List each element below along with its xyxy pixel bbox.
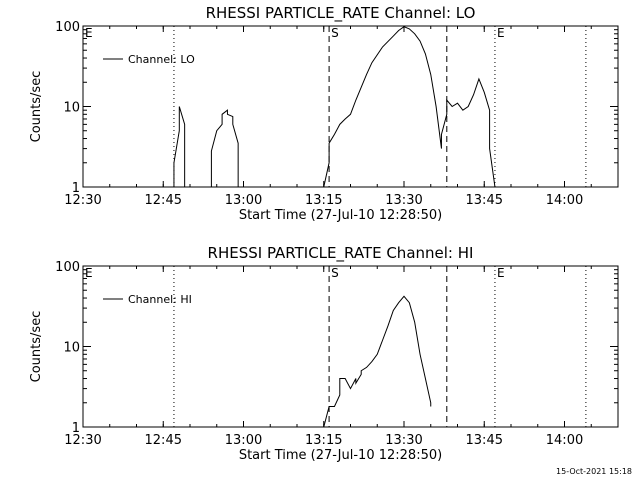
y-axis-label: Counts/sec (29, 311, 44, 383)
series-line-0 (323, 295, 432, 428)
y-tick-label: 100 (55, 20, 80, 35)
y-tick-label: 1 (72, 421, 80, 436)
y-tick-label: 100 (55, 260, 80, 275)
y-tick-label: 10 (63, 341, 80, 356)
x-axis-label: Start Time (27-Jul-10 12:28:50) (239, 208, 442, 223)
x-tick-label: 14:00 (546, 433, 583, 448)
footer-timestamp: 15-Oct-2021 15:18 (556, 467, 632, 476)
marker-label: E (497, 26, 505, 40)
x-tick-label: 13:30 (385, 193, 422, 208)
x-axis-label: Start Time (27-Jul-10 12:28:50) (239, 448, 442, 463)
x-tick-label: 12:30 (64, 193, 101, 208)
legend-label: Channel: HI (128, 293, 192, 306)
plot-frame (82, 265, 619, 428)
series-line-1 (210, 109, 239, 187)
x-tick-label: 13:15 (305, 433, 342, 448)
plot-frame (82, 25, 619, 188)
x-tick-label: 14:00 (546, 193, 583, 208)
chart-1: RHESSI PARTICLE_RATE Channel: HI 12:30 12:… (29, 244, 619, 463)
x-tick-label: 12:45 (145, 433, 182, 448)
x-tick-label: 13:00 (225, 433, 262, 448)
marker-label: S (331, 266, 339, 280)
marker-label: S (331, 26, 339, 40)
x-tick-label: 13:15 (305, 193, 342, 208)
chart-title: RHESSI PARTICLE_RATE Channel: LO (206, 4, 476, 23)
marker-label: E (85, 266, 93, 280)
x-tick-label: 13:45 (466, 433, 503, 448)
series-line-2 (323, 26, 496, 188)
legend-label: Channel: LO (128, 53, 195, 66)
series-line-0 (173, 106, 186, 187)
marker-label: E (85, 26, 93, 40)
chart-0: RHESSI PARTICLE_RATE Channel: LO 12:30 12:… (29, 4, 619, 223)
y-tick-label: 10 (63, 101, 80, 116)
x-tick-label: 12:45 (145, 193, 182, 208)
y-axis-label: Counts/sec (29, 71, 44, 143)
x-tick-label: 13:45 (466, 193, 503, 208)
marker-label: E (497, 266, 505, 280)
chart-title: RHESSI PARTICLE_RATE Channel: HI (208, 244, 474, 263)
x-tick-label: 13:00 (225, 193, 262, 208)
x-tick-label: 13:30 (385, 433, 422, 448)
x-tick-label: 12:30 (64, 433, 101, 448)
y-tick-label: 1 (72, 181, 80, 196)
